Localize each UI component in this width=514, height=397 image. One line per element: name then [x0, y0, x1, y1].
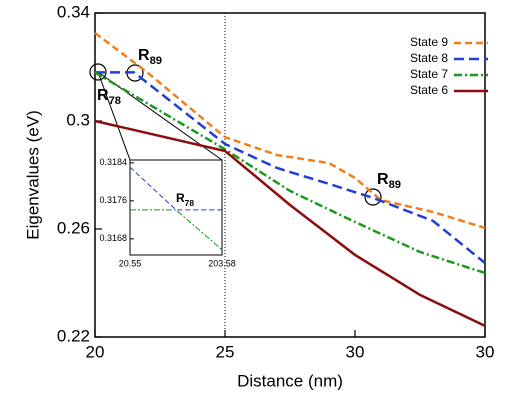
y-tick-label: 0.3 — [66, 110, 90, 129]
series-line — [95, 71, 486, 264]
marker-circle — [364, 188, 382, 206]
annotation-text: R — [176, 191, 185, 205]
annotation-text: R — [377, 171, 389, 188]
legend-label: State 7 — [410, 67, 448, 81]
x-tick-label: 20 — [86, 342, 105, 361]
annotation: R89 — [138, 47, 162, 67]
annotation-sub: 78 — [185, 198, 195, 208]
inset-x-tick-label: 20.55 — [119, 258, 142, 268]
x-tick-label: 30 — [476, 342, 495, 361]
annotation-sub: 89 — [150, 55, 162, 67]
x-axis-label: Distance (nm) — [237, 371, 343, 390]
x-tick-label: 25 — [216, 342, 235, 361]
zoom-line — [97, 71, 131, 161]
annotation: R78 — [176, 191, 194, 208]
annotation-text: R — [97, 87, 109, 104]
inset-x-tick-label: 203.58 — [208, 258, 236, 268]
y-tick-label: 0.22 — [57, 326, 90, 345]
legend-label: State 9 — [410, 35, 448, 49]
annotation-text: R — [138, 47, 150, 64]
annotation: R78 — [97, 87, 121, 107]
inset-y-tick-label: 0.3184 — [99, 157, 127, 167]
y-axis-label: Eigenvalues (eV) — [23, 110, 42, 239]
series-line — [94, 119, 486, 328]
inset-frame — [129, 159, 223, 256]
plot-frame — [94, 12, 486, 338]
y-tick-label: 0.34 — [57, 2, 90, 21]
inset-line — [129, 166, 222, 211]
annotation: R89 — [377, 171, 401, 191]
annotation-sub: 89 — [389, 179, 401, 191]
marker-circle — [89, 63, 107, 81]
annotation-sub: 78 — [109, 95, 121, 107]
inset-line — [130, 209, 223, 251]
legend-label: State 8 — [410, 51, 448, 65]
x-tick-label: 30 — [346, 342, 365, 361]
inset-y-tick-label: 0.3176 — [99, 195, 127, 205]
inset-y-tick-label: 0.3168 — [99, 233, 127, 243]
legend-label: State 6 — [410, 83, 448, 97]
y-tick-label: 0.26 — [57, 218, 90, 237]
